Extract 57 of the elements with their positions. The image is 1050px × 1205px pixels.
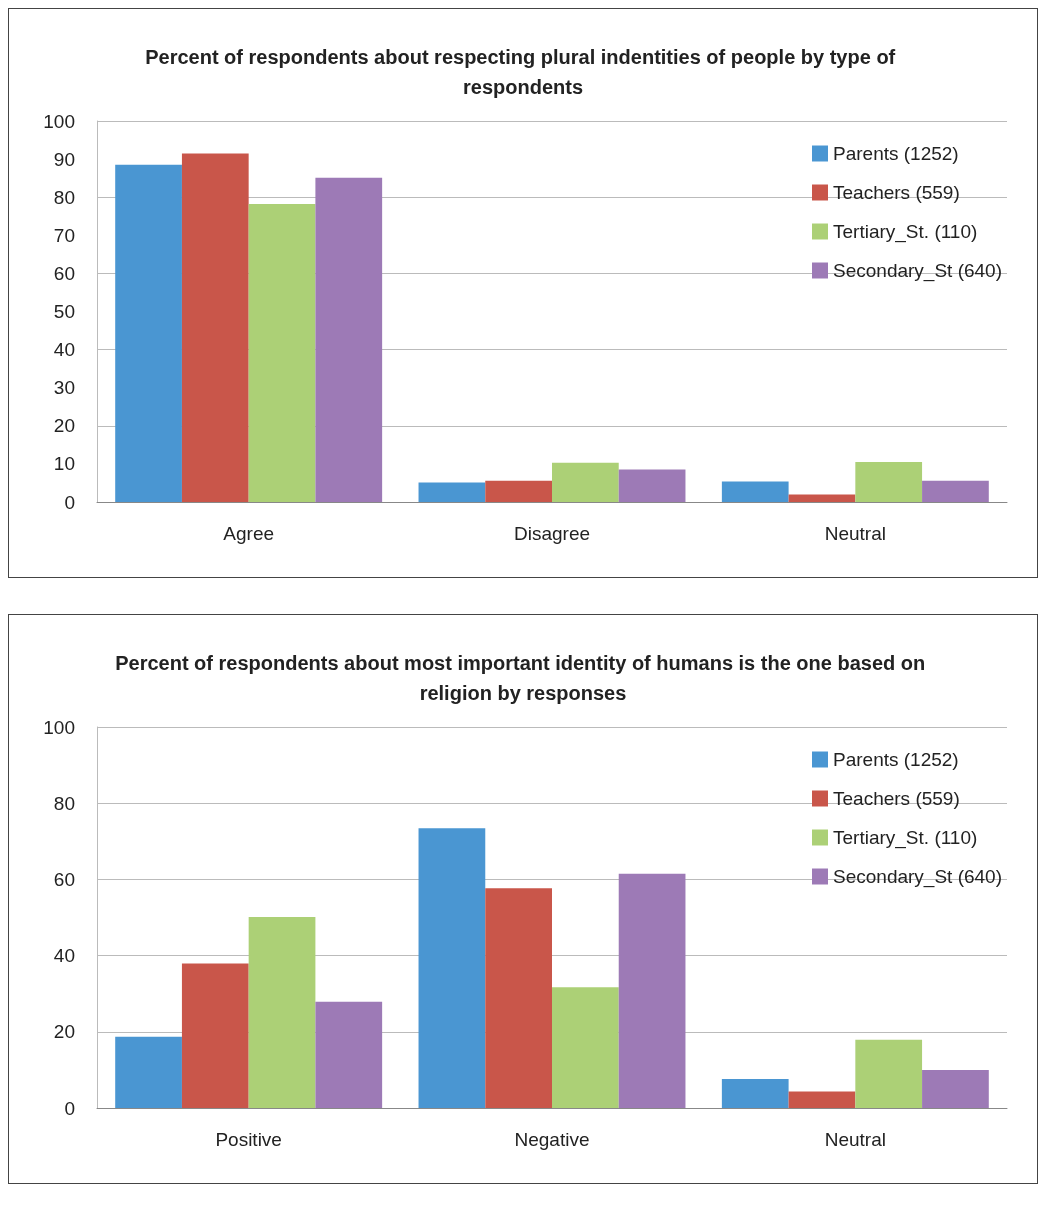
- bar: [855, 462, 923, 502]
- y-tick-label: 40: [53, 945, 75, 967]
- y-tick-label: 20: [53, 1021, 75, 1043]
- legend-label: Tertiary_St. (110): [833, 827, 978, 849]
- legend-label: Parents (1252): [833, 749, 959, 770]
- legend-label: Teachers (559): [833, 182, 960, 203]
- x-tick-label: Positive: [215, 1129, 282, 1150]
- bar: [618, 469, 686, 502]
- chart-title: Percent of respondents about most important identity of humans is the one based on religion by responses: [115, 652, 931, 704]
- y-tick-label: 30: [53, 377, 75, 399]
- y-tick-label: 80: [53, 792, 75, 814]
- legend-label: Parents (1252): [833, 143, 959, 164]
- y-tick-label: 10: [53, 453, 75, 475]
- y-tick-label: 100: [43, 110, 75, 132]
- bar: [552, 462, 619, 502]
- y-tick-label: 100: [43, 716, 75, 738]
- bar: [181, 153, 249, 502]
- chart-title: Percent of respondents about respecting plural indentities of people by type of respondents: [145, 46, 901, 98]
- x-tick-label: Disagree: [513, 523, 591, 544]
- bar: [721, 481, 789, 502]
- bar: [418, 482, 486, 502]
- bar: [721, 1079, 789, 1108]
- bar: [248, 204, 316, 502]
- bar: [115, 1036, 182, 1108]
- legend-label: Secondary_St (640): [833, 260, 1003, 282]
- bar: [248, 917, 316, 1108]
- bar: [418, 828, 486, 1108]
- x-tick-label: Neutral: [824, 523, 886, 544]
- bar: [922, 1069, 989, 1108]
- x-tick-label: Negative: [514, 1129, 590, 1150]
- x-tick-label: Neutral: [824, 1129, 886, 1150]
- bar: [855, 1039, 923, 1108]
- y-tick-label: 0: [64, 1097, 75, 1119]
- y-tick-label: 70: [53, 224, 75, 246]
- y-tick-label: 90: [53, 148, 75, 170]
- bar: [618, 873, 686, 1108]
- y-tick-label: 60: [53, 262, 75, 284]
- bar: [788, 494, 856, 502]
- y-tick-label: 0: [64, 491, 75, 513]
- bar: [485, 888, 552, 1108]
- bar: [922, 480, 989, 502]
- bar: [115, 164, 182, 502]
- legend-label: Teachers (559): [833, 788, 960, 809]
- bar: [485, 480, 552, 502]
- y-tick-label: 50: [53, 301, 75, 322]
- y-tick-label: 80: [53, 186, 75, 208]
- y-tick-label: 40: [53, 339, 75, 361]
- bar: [181, 963, 249, 1108]
- x-tick-label: Agree: [223, 523, 275, 544]
- legend-label: Tertiary_St. (110): [833, 221, 978, 243]
- bar: [315, 177, 383, 502]
- y-tick-label: 20: [53, 415, 75, 437]
- bar: [315, 1001, 383, 1108]
- bar: [788, 1091, 856, 1108]
- legend-label: Secondary_St (640): [833, 866, 1003, 888]
- bar: [552, 987, 619, 1108]
- y-tick-label: 60: [53, 868, 75, 890]
